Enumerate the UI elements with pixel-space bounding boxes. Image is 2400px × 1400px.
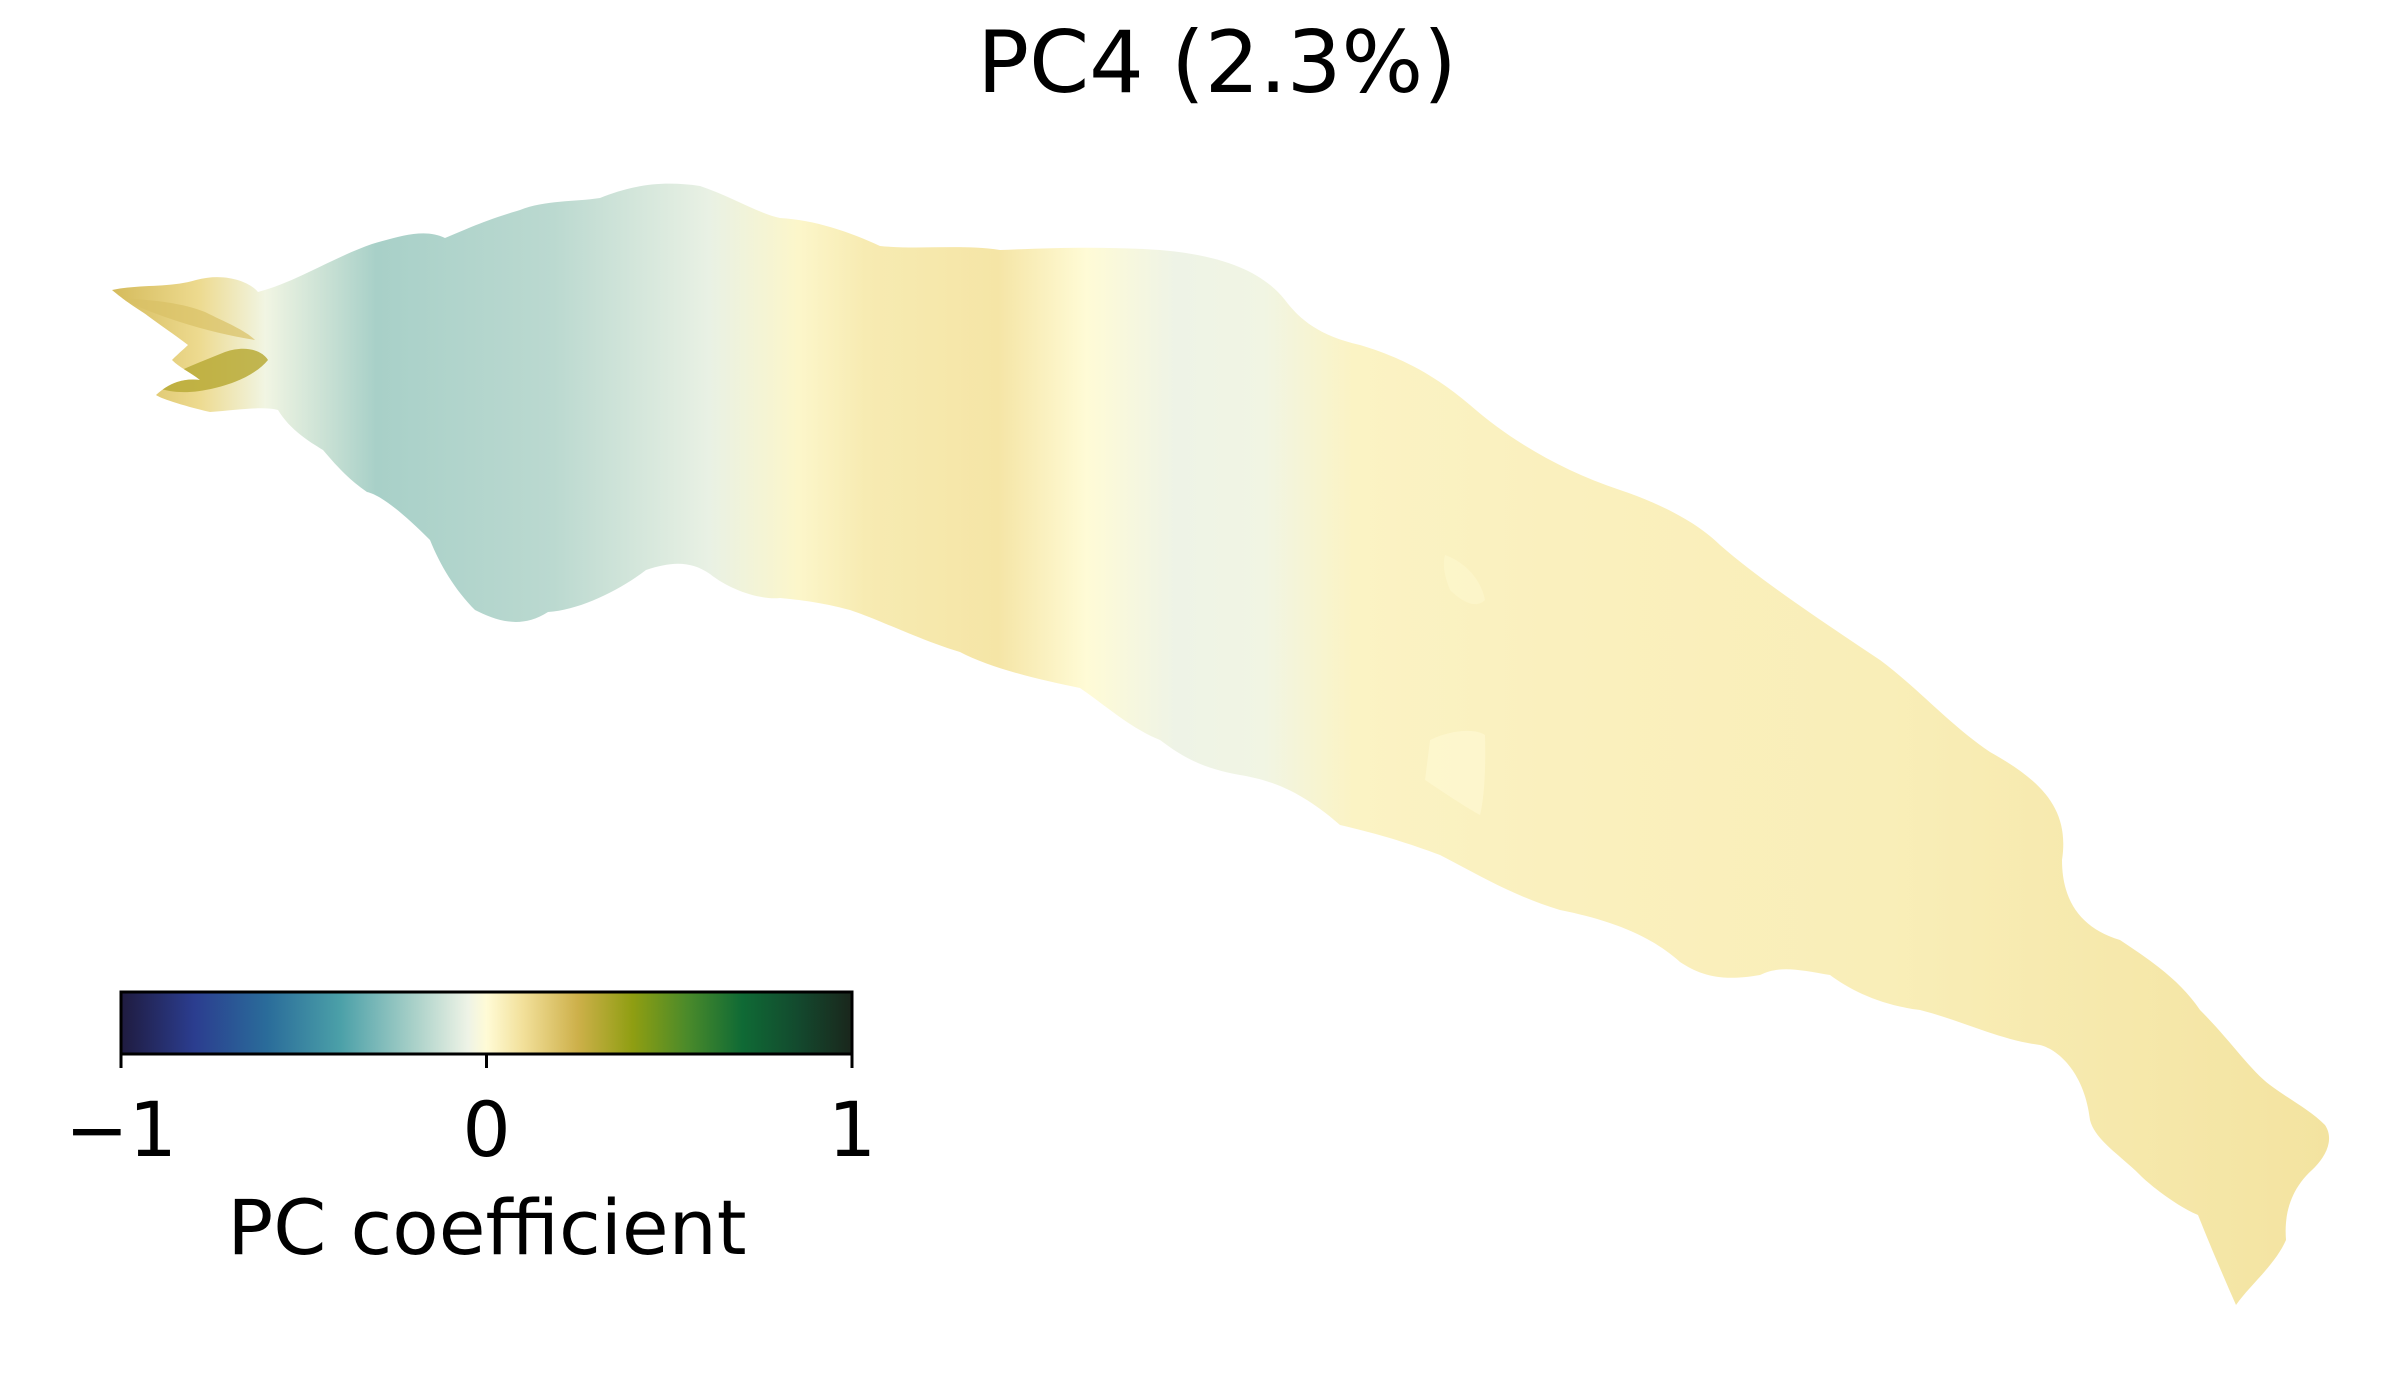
colorbar-ticks: −1 0 1 (65, 1054, 876, 1174)
map-region-outline (112, 183, 2330, 1306)
map-patch-light (1425, 730, 1486, 815)
chart-title: PC4 (2.3%) (977, 13, 1457, 113)
map-patch-tip-upper (120, 298, 255, 340)
coefficient-map (112, 183, 2330, 1306)
map-patch-tip (150, 348, 268, 393)
colorbar-label: PC coefficient (227, 1183, 746, 1272)
map-local-patches (120, 298, 1486, 815)
colorbar-tick-label: 1 (828, 1085, 876, 1174)
colorbar: −1 0 1 PC coefficient (65, 990, 876, 1272)
colorbar-tick-label: −1 (65, 1085, 177, 1174)
colorbar-bar (119, 990, 854, 1056)
map-patch-light (1443, 555, 1485, 605)
colorbar-tick-label: 0 (462, 1085, 510, 1174)
